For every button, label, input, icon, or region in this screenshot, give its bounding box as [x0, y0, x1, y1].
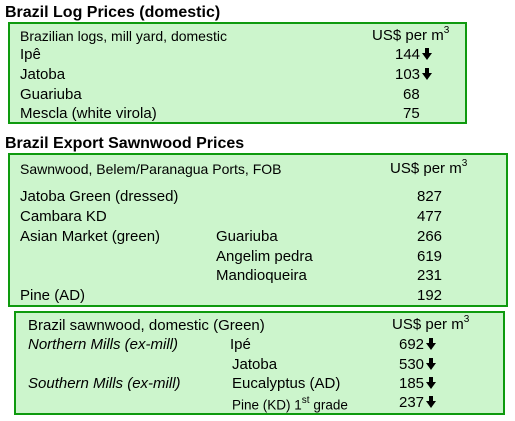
down-arrow-icon: [426, 396, 437, 408]
export-prices-table: Sawnwood, Belem/Paranagua Ports, FOB US$…: [8, 153, 508, 307]
export-row-value: 827: [417, 188, 443, 205]
down-arrow-icon: [426, 377, 437, 389]
domestic-header-label: Brazil sawnwood, domestic (Green): [28, 317, 265, 334]
log-unit-header: US$ per m3: [372, 25, 450, 44]
export-row-value: 266: [417, 228, 443, 245]
export-row-name: Pine (AD): [20, 287, 86, 304]
log-row-value: 144: [395, 46, 433, 63]
log-row-value: 68: [403, 86, 420, 103]
export-row-value: 231: [417, 267, 443, 284]
domestic-unit-header: US$ per m3: [392, 314, 470, 333]
export-row-name: Jatoba Green (dressed): [20, 188, 179, 205]
domestic-row-value: 692: [399, 336, 437, 353]
log-row-value: 103: [395, 66, 433, 83]
export-prices-title: Brazil Export Sawnwood Prices: [5, 135, 245, 152]
domestic-row-value: 185: [399, 375, 437, 392]
log-prices-title: Brazil Log Prices (domestic): [5, 4, 221, 21]
export-row-species: Angelim pedra: [216, 248, 313, 265]
export-unit-header: US$ per m3: [390, 158, 468, 177]
domestic-row-species: Pine (KD) 1st grade: [232, 395, 348, 413]
down-arrow-icon: [426, 358, 437, 370]
export-row-value: 619: [417, 248, 443, 265]
domestic-row-region: Northern Mills (ex-mill): [28, 336, 179, 353]
log-header-label: Brazilian logs, mill yard, domestic: [20, 28, 227, 44]
export-row-value: 477: [417, 208, 443, 225]
domestic-row-region: Southern Mills (ex-mill): [28, 375, 181, 392]
log-row-name: Ipê: [20, 46, 41, 63]
log-row-value: 75: [403, 105, 420, 122]
domestic-row-species: Jatoba: [232, 356, 278, 373]
domestic-row-value: 237: [399, 394, 437, 411]
export-row-species: Mandioqueira: [216, 267, 307, 284]
export-header-label: Sawnwood, Belem/Paranagua Ports, FOB: [20, 161, 282, 177]
down-arrow-icon: [422, 48, 433, 60]
down-arrow-icon: [422, 68, 433, 80]
domestic-row-value: 530: [399, 356, 437, 373]
domestic-row-species: Ipé: [230, 336, 251, 353]
export-row-name: Asian Market (green): [20, 228, 161, 245]
domestic-row-species: Eucalyptus (AD): [232, 375, 341, 392]
export-row-value: 192: [417, 287, 443, 304]
export-row-species: Guariuba: [216, 228, 278, 245]
export-row-name: Cambara KD: [20, 208, 107, 225]
log-row-name: Jatoba: [20, 66, 66, 83]
down-arrow-icon: [426, 338, 437, 350]
log-row-name: Guariuba: [20, 86, 82, 103]
log-row-name: Mescla (white virola): [20, 105, 157, 122]
log-prices-table: Brazilian logs, mill yard, domestic US$ …: [8, 22, 467, 124]
domestic-sawnwood-table: Brazil sawnwood, domestic (Green) US$ pe…: [14, 311, 505, 415]
